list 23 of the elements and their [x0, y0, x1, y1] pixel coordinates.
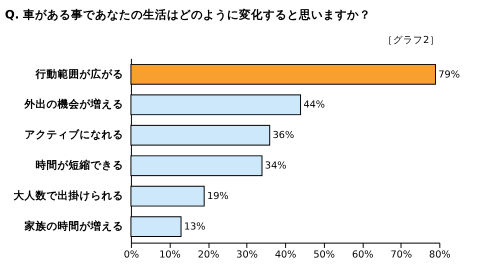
x-tick-label: 10%: [159, 250, 181, 261]
x-tick-label: 50%: [313, 250, 335, 261]
x-tick-label: 40%: [274, 250, 296, 261]
y-tick-label: アクティブになれる: [24, 128, 124, 142]
y-tick-label: 時間が短縮できる: [36, 158, 124, 172]
data-label: 13%: [184, 222, 206, 233]
x-tick-label: 60%: [352, 250, 374, 261]
data-label: 44%: [303, 100, 326, 111]
data-label: 79%: [438, 69, 460, 80]
x-tick-label: 30%: [236, 250, 258, 261]
y-tick-label: 家族の時間が増える: [24, 220, 124, 233]
data-label: 34%: [264, 160, 286, 172]
data-label: 19%: [207, 191, 229, 202]
y-tick-label: 外出の機会が増える: [24, 98, 124, 111]
x-tick-label: 80%: [429, 250, 451, 261]
data-label: 36%: [272, 130, 294, 142]
x-tick-label: 70%: [390, 250, 412, 261]
x-tick-label: 20%: [198, 250, 220, 261]
x-tick-label: 0%: [124, 250, 140, 261]
chart-title: Q. 車がある事であなたの生活はどのように変化すると思いますか？: [4, 8, 372, 22]
y-tick-label: 行動範囲が広がる: [34, 67, 124, 80]
text: ［グラフ2］: [383, 34, 440, 46]
y-tick-label: 大人数で出掛けられる: [14, 189, 124, 202]
